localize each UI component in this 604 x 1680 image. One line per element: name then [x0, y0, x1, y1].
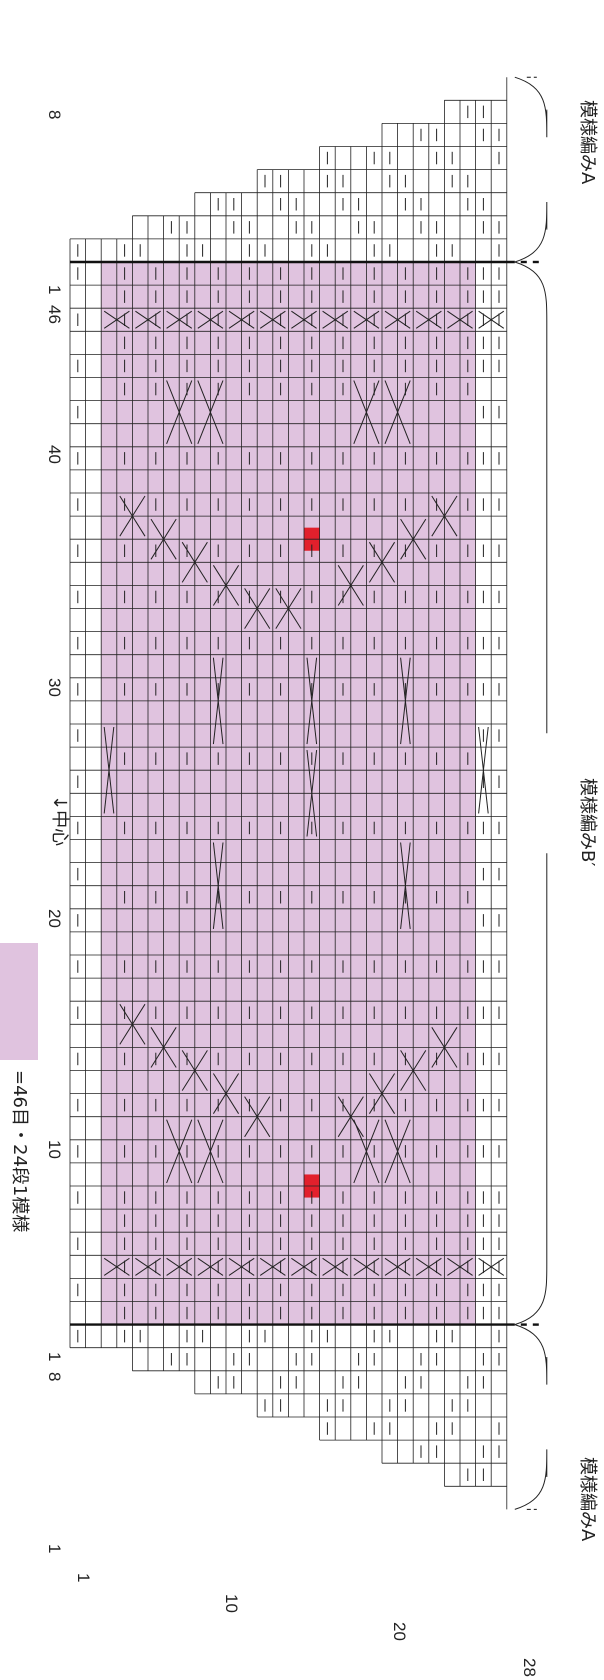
cable-cross: [353, 380, 380, 444]
cable-cross: [353, 1119, 380, 1184]
cable-cross: [275, 588, 302, 629]
center-marker: ↓中心: [49, 795, 70, 846]
cable-cross: [119, 1003, 146, 1045]
twisted-cross: [400, 657, 411, 745]
twisted-cross: [306, 657, 318, 745]
cable-cross: [447, 310, 473, 329]
row-number-b-1: 1: [45, 1352, 64, 1361]
cable-cross: [384, 1119, 411, 1184]
row-number-b-46: 46: [45, 305, 64, 324]
row-number-b-20: 20: [45, 909, 64, 928]
cable-cross: [368, 541, 396, 583]
cable-cross: [181, 541, 208, 583]
cable-cross: [259, 310, 286, 329]
cable-cross: [197, 1119, 224, 1184]
section-label-bottom: 模様編みA: [577, 1457, 598, 1542]
cable-cross: [135, 1257, 161, 1276]
cable-cross: [415, 1257, 442, 1276]
cable-cross: [166, 380, 193, 444]
cable-cross: [353, 310, 380, 329]
section-borders: [70, 76, 539, 1510]
cable-cross: [415, 310, 442, 329]
cable-cross: [228, 1257, 255, 1276]
cable-cross: [228, 310, 255, 329]
stitch-symbols: [77, 105, 505, 1481]
cable-cross: [197, 380, 224, 444]
twisted-cross: [103, 726, 115, 814]
row-number-b-30: 30: [45, 678, 64, 697]
legend-text: =46目・24段1模様: [9, 1070, 30, 1232]
cable-cross: [431, 1027, 458, 1068]
bracket-top: [514, 76, 548, 263]
cable-cross: [353, 1257, 380, 1276]
section-brackets: [514, 76, 548, 1510]
cable-cross: [322, 1257, 349, 1276]
cable-cross: [291, 310, 317, 329]
cable-cross: [291, 1257, 317, 1276]
bracket-bottom: [514, 1324, 548, 1510]
twisted-cross: [400, 842, 411, 929]
column-number-1: 1: [74, 1573, 93, 1582]
cable-cross: [478, 310, 505, 329]
cable-cross: [197, 310, 224, 329]
bracket-middle: [514, 261, 548, 1326]
twisted-cross: [478, 726, 489, 814]
cable-cross: [166, 1257, 193, 1276]
cable-cross: [384, 380, 411, 444]
cable-cross: [447, 1257, 473, 1276]
row-number-a-bottom-8: 8: [45, 1372, 64, 1381]
cable-cross: [212, 1073, 240, 1114]
row-number-b-10: 10: [45, 1140, 64, 1159]
column-number-20: 20: [390, 1622, 409, 1641]
column-number-10: 10: [222, 1594, 241, 1613]
cable-cross: [166, 310, 193, 329]
cable-cross: [337, 1096, 364, 1138]
cable-cross: [244, 1096, 271, 1138]
cable-cross: [400, 518, 427, 560]
cable-cross: [103, 1257, 130, 1276]
cable-cross: [150, 1027, 177, 1068]
cable-cross: [322, 310, 349, 329]
cable-cross: [150, 518, 177, 560]
column-number-28: 28: [520, 1658, 539, 1677]
cable-cross: [244, 588, 271, 629]
row-number-a-top-1: 1: [45, 285, 64, 294]
section-label-middle: 模様編みB′: [577, 778, 598, 866]
cable-cross: [337, 565, 364, 606]
section-label-top: 模様編みA: [577, 100, 598, 185]
row-number-b-40: 40: [45, 445, 64, 464]
row-number-a-top-8: 8: [45, 110, 64, 119]
cable-cross: [119, 495, 146, 537]
cable-cross: [103, 310, 130, 329]
twisted-cross: [212, 657, 224, 745]
cable-cross: [135, 310, 161, 329]
cable-cross: [212, 565, 240, 606]
cable-cross: [384, 310, 411, 329]
cable-cross: [259, 1257, 286, 1276]
twisted-cross: [212, 842, 224, 929]
row-number-a-bottom-1: 1: [45, 1544, 64, 1553]
cable-cross: [478, 1257, 505, 1276]
cable-cross: [166, 1119, 193, 1184]
cable-cross: [197, 1257, 224, 1276]
cable-cross: [368, 1073, 396, 1114]
cable-cross: [400, 1050, 427, 1091]
legend-swatch: [0, 943, 38, 1060]
twisted-cross: [306, 750, 318, 837]
cable-cross: [181, 1050, 208, 1091]
cable-cross: [384, 1257, 411, 1276]
cable-cross: [431, 495, 458, 537]
